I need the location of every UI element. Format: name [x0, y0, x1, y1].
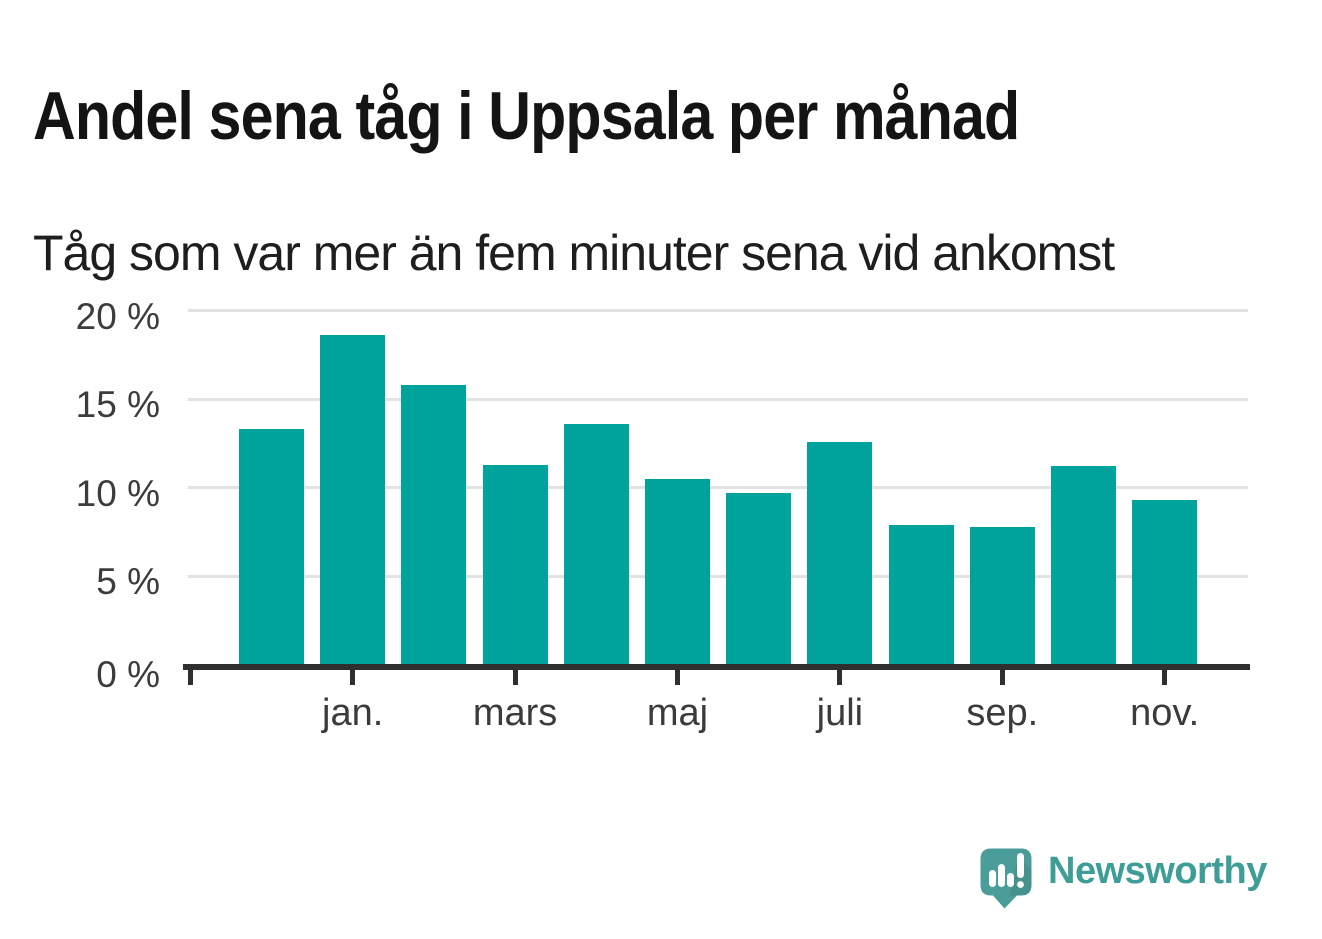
- bar: [482, 464, 548, 665]
- y-gridline: [188, 309, 1248, 312]
- chart-title: Andel sena tåg i Uppsala per månad: [33, 77, 1020, 154]
- bar: [320, 335, 386, 665]
- x-axis-tick-label: sep.: [966, 692, 1039, 734]
- x-axis-tick-label: juli: [816, 692, 864, 734]
- bar: [563, 423, 629, 665]
- x-axis-tick: [999, 670, 1005, 685]
- y-axis-tick-label: 15 %: [75, 384, 160, 426]
- logo-exclamation-bar: [1017, 853, 1024, 878]
- y-gridline: [188, 574, 1248, 578]
- bar: [969, 526, 1035, 665]
- x-axis-tick: [837, 670, 843, 685]
- x-axis-tick-label: jan.: [322, 692, 384, 734]
- x-axis-tick-label: mars: [472, 692, 558, 734]
- x-axis-tick-label: maj: [646, 692, 709, 734]
- bar: [1051, 466, 1116, 665]
- y-axis-tick-label: 5 %: [96, 561, 160, 603]
- bar: [239, 429, 304, 665]
- x-axis-line: [183, 664, 1250, 670]
- x-axis-tick: [675, 670, 680, 685]
- bar: [807, 441, 873, 665]
- x-axis-tick: [187, 670, 193, 685]
- x-axis-tick: [1162, 670, 1168, 685]
- bar: [1132, 500, 1198, 665]
- chart-subtitle: Tåg som var mer än fem minuter sena vid …: [33, 224, 1115, 281]
- logo-chart-bar-small: [989, 870, 996, 887]
- y-axis-tick-label: 20 %: [75, 295, 160, 337]
- x-axis-tick-label: nov.: [1130, 692, 1200, 734]
- x-axis-tick: [350, 670, 356, 685]
- y-gridline: [188, 397, 1248, 401]
- bar: [401, 384, 467, 665]
- bar: [888, 524, 954, 665]
- x-axis-tick: [512, 670, 518, 685]
- logo-chart-bar-tall: [998, 864, 1005, 887]
- newsworthy-logo-icon: [980, 848, 1032, 909]
- y-axis-tick-label: 10 %: [75, 472, 160, 514]
- bar: [645, 478, 710, 665]
- logo-chart-bar-medium: [1007, 873, 1014, 887]
- y-axis-tick-label: 0 %: [96, 654, 160, 695]
- bar: [726, 493, 792, 665]
- logo-exclamation-dot: [1017, 881, 1024, 888]
- y-gridline: [188, 486, 1248, 490]
- newsworthy-logo-text: Newsworthy: [1048, 850, 1267, 892]
